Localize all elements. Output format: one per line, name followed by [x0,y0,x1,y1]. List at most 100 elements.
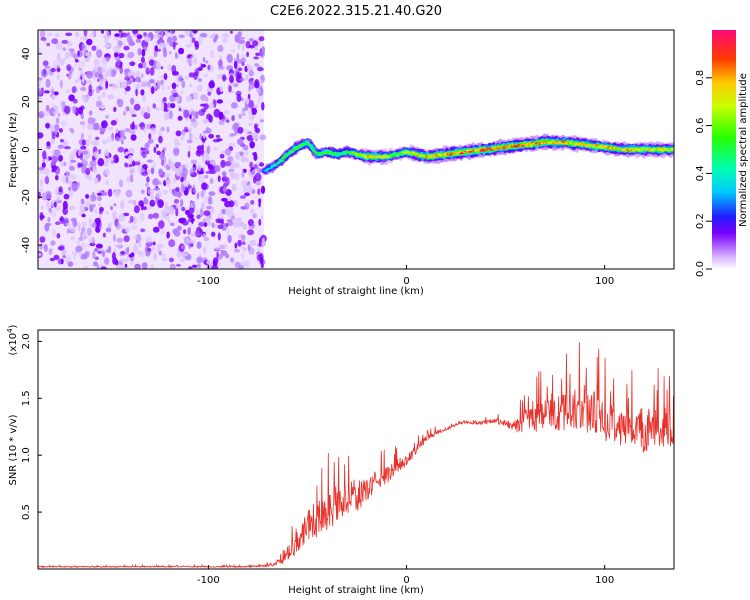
noise-blob [153,160,156,169]
noise-blob [209,177,213,184]
noise-blob [229,133,237,137]
noise-blob [104,149,109,157]
noise-blob [228,200,235,208]
noise-blob [81,60,85,68]
ridge-cell [439,154,443,157]
noise-blob [80,198,85,205]
noise-blob [150,127,157,135]
noise-blob [190,111,196,116]
noise-blob [65,32,73,37]
noise-blob [100,266,107,269]
snr-y-multiplier-close: ) [8,324,19,328]
colorbar-tick-label: 0.4 [695,165,706,181]
noise-blob [195,230,201,237]
noise-blob [192,91,199,100]
noise-blob [43,244,48,253]
noise-blob [124,128,131,133]
noise-blob [203,210,211,216]
noise-blob [183,109,190,118]
snr-y-multiplier-base: (x10 [8,333,19,356]
noise-blob [209,34,215,39]
noise-blob [124,68,130,73]
noise-blob [126,246,130,253]
colorbar-tick-label: 0.0 [695,261,706,277]
noise-blob [125,106,130,112]
noise-blob [102,250,105,258]
noise-blob [129,174,134,183]
noise-blob [193,121,197,129]
noise-blob [140,89,145,96]
noise-blob [118,213,125,222]
noise-blob [149,59,154,66]
noise-blob [135,240,139,244]
noise-blob [260,185,266,194]
noise-blob [168,110,173,120]
noise-blob [38,252,42,257]
noise-blob [88,237,94,244]
noise-blob [87,116,95,126]
noise-blob [200,64,207,68]
ridge-cell [391,154,396,158]
noise-blob [59,58,65,66]
noise-blob [208,191,216,196]
noise-blob [248,69,254,77]
noise-blob [161,257,168,262]
noise-blob [104,44,110,48]
noise-blob [140,189,145,194]
noise-blob [97,203,101,207]
noise-blob [45,191,52,195]
noise-blob [157,199,164,209]
noise-blob [113,106,117,113]
noise-blob [188,239,196,244]
noise-blob [255,52,261,56]
noise-blob [82,121,85,130]
noise-blob [121,139,124,145]
noise-blob [233,58,237,62]
noise-blob [224,161,232,167]
noise-blob [216,138,223,142]
noise-blob [155,60,161,70]
noise-blob [51,94,56,101]
noise-blob [227,234,232,244]
noise-blob [111,252,116,260]
noise-blob [179,258,186,263]
noise-blob [60,100,63,108]
snr-x-tick-label: -100 [197,575,220,586]
noise-blob [245,260,250,268]
noise-blob [56,117,60,124]
noise-blob [48,207,52,213]
noise-blob [180,182,184,192]
noise-blob [94,207,98,215]
noise-blob [72,105,77,115]
noise-blob [202,132,206,139]
noise-blob [247,131,253,135]
noise-blob [65,89,71,93]
noise-blob [197,263,201,268]
noise-blob [60,258,64,265]
noise-blob [86,243,91,248]
noise-blob [83,154,89,162]
noise-blob [113,45,120,53]
noise-blob [50,86,54,91]
noise-blob [97,250,103,254]
noise-blob [38,132,44,139]
noise-blob [153,33,161,40]
noise-blob [136,263,140,269]
noise-blob [94,177,99,185]
noise-blob [110,69,117,77]
noise-blob [80,255,88,260]
noise-blob [51,168,56,173]
noise-blob [214,165,221,173]
noise-blob [257,67,264,72]
noise-blob [138,240,142,248]
noise-blob [233,172,240,181]
noise-blob [96,100,100,108]
noise-blob [253,81,260,89]
noise-blob [82,75,85,84]
noise-blob [101,192,108,196]
noise-blob [79,152,84,161]
noise-blob [63,57,66,62]
noise-blob [61,175,67,184]
noise-blob [50,240,56,246]
noise-blob [83,30,88,37]
